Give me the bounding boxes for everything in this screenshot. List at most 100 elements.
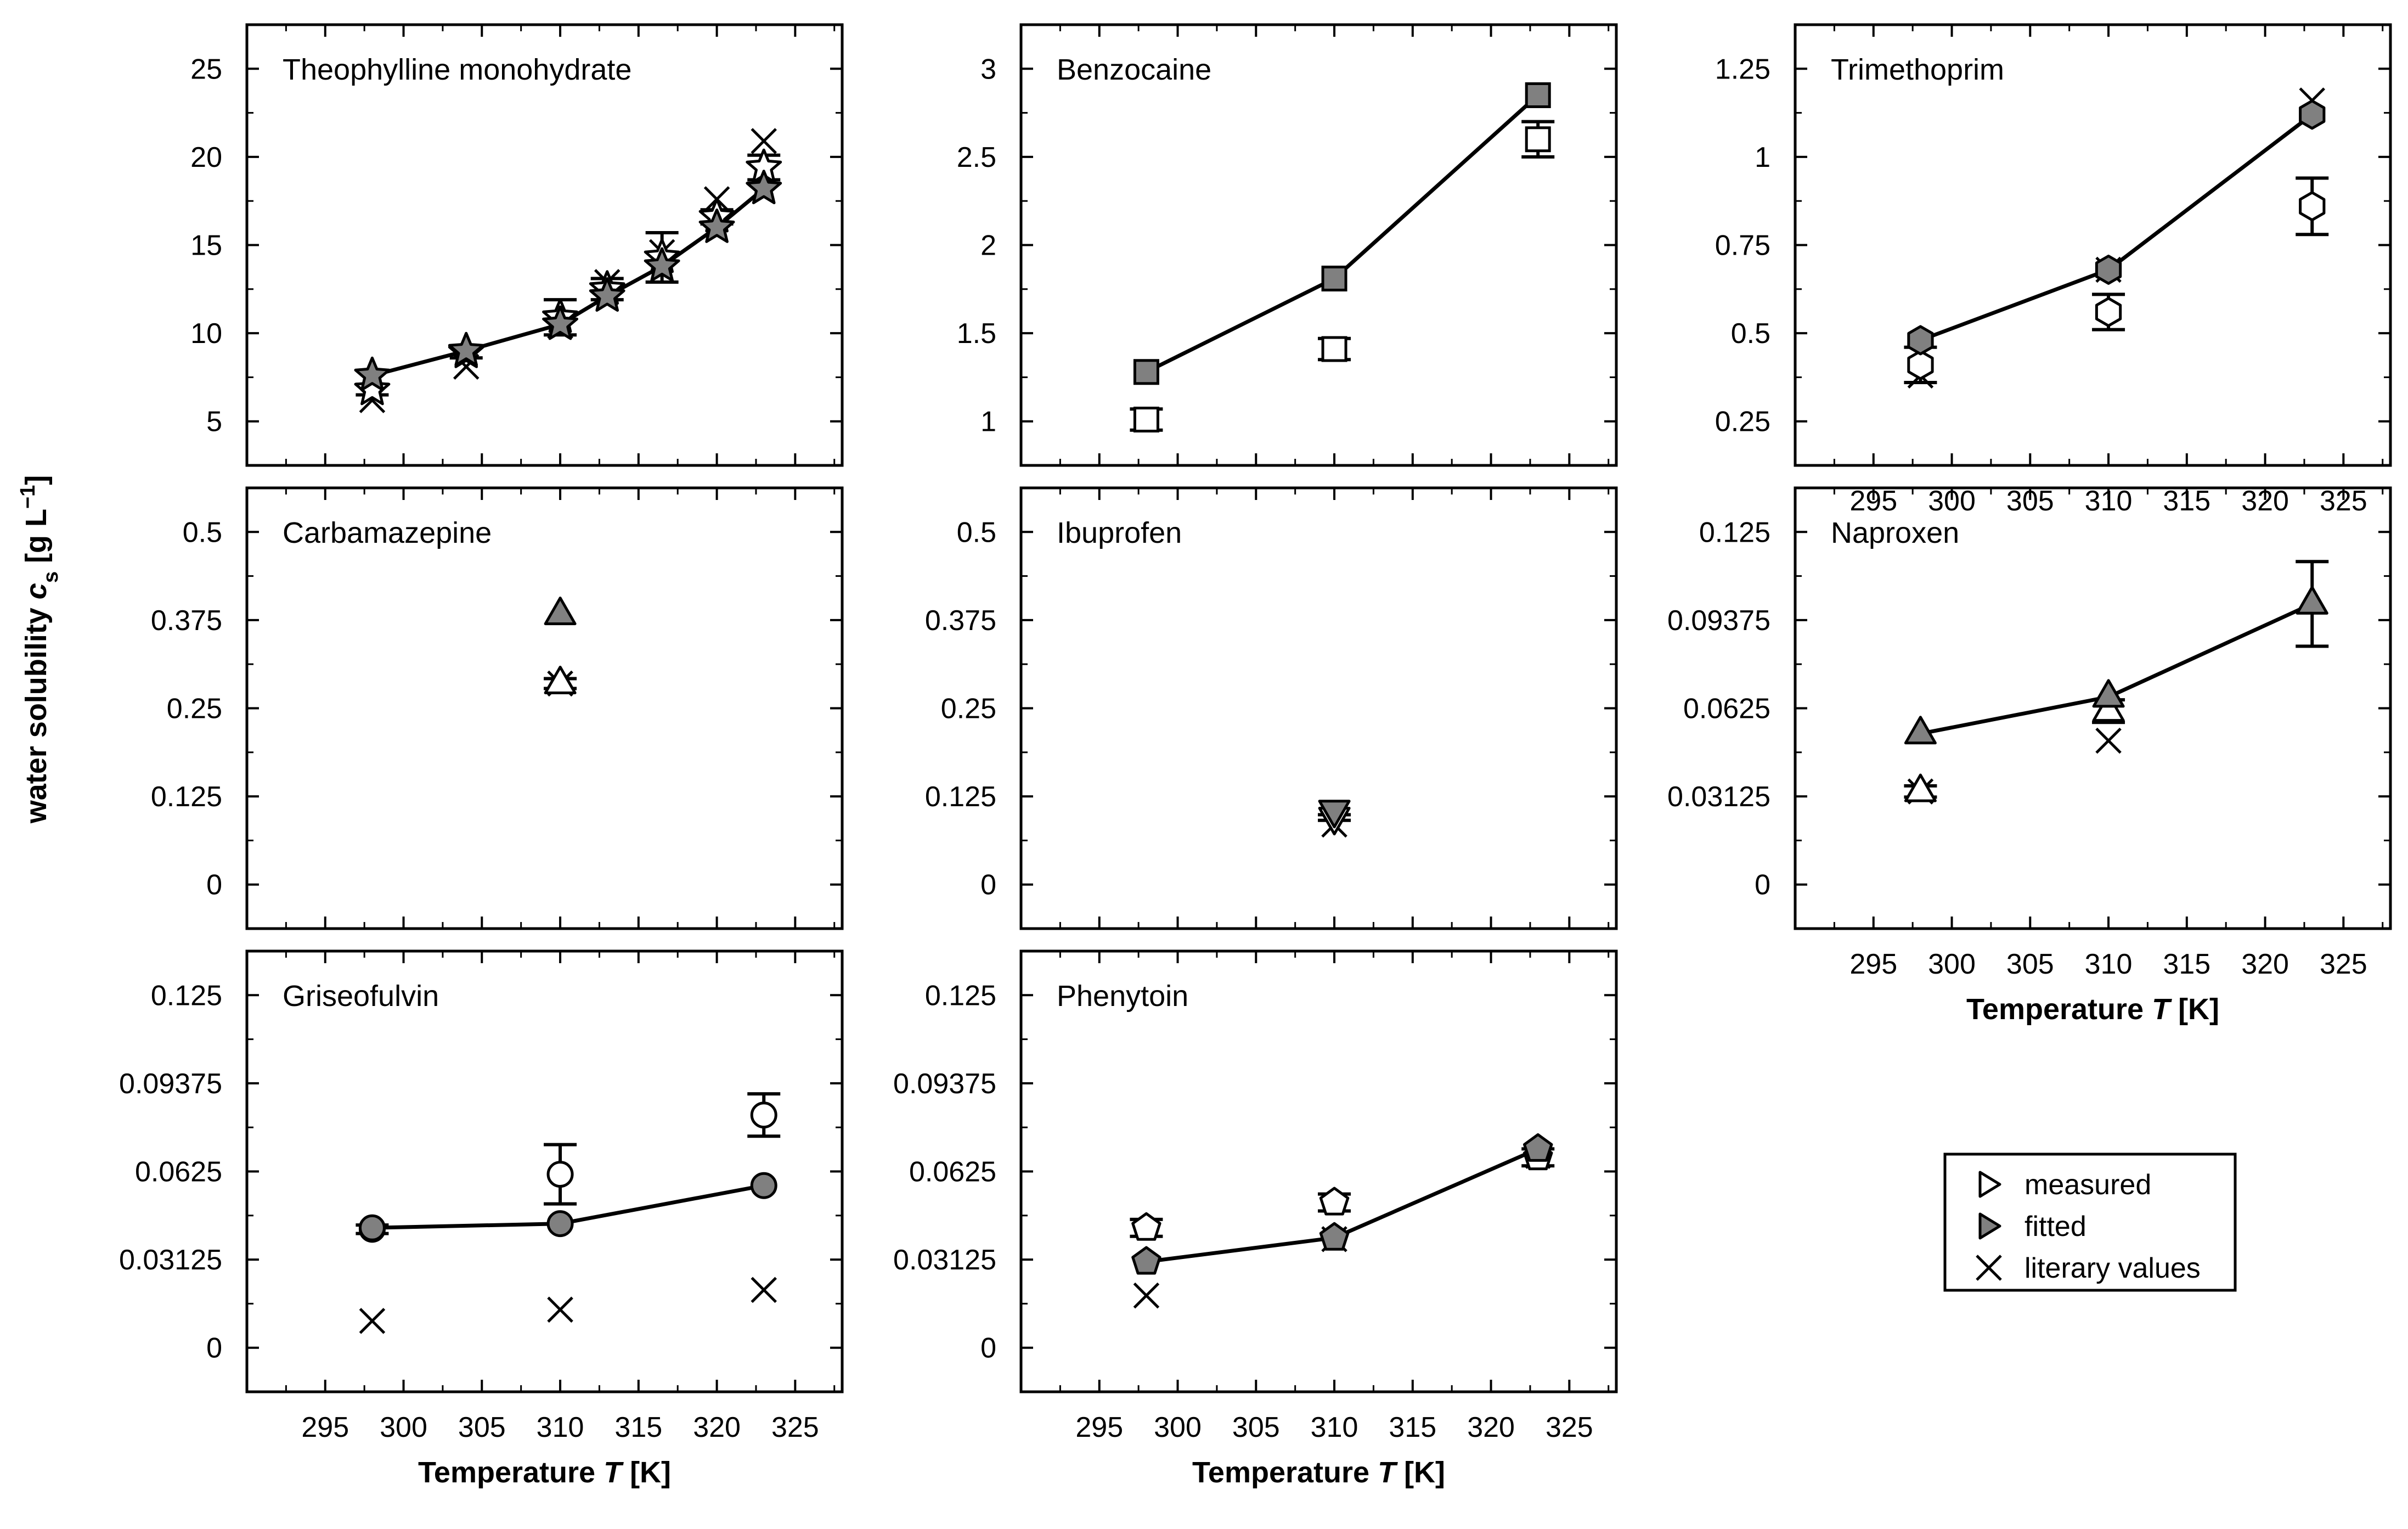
literature-point	[751, 1277, 777, 1303]
y-tick-label: 0.03125	[119, 1244, 222, 1276]
fitted-point	[448, 331, 484, 367]
y-tick-label: 3	[980, 53, 996, 85]
panel-ibuprofen: 0 0.125 0.25 0.375 0.5 Ibuprofen	[925, 486, 1618, 930]
panel-carbamazepine: 0 0.125 0.25 0.375 0.5 Carbamazepine	[151, 486, 844, 930]
y-tick-label: 0	[206, 1333, 222, 1364]
y-tick-label: 0	[980, 869, 996, 901]
y-tick-label: 2.5	[957, 142, 996, 173]
fitted-point	[358, 1214, 386, 1241]
y-tick-label: 0.5	[183, 516, 222, 548]
legend-literary-marker	[1976, 1255, 2002, 1281]
y-tick-label: 25	[190, 53, 222, 85]
measured-point	[1131, 1212, 1161, 1241]
fitted-point	[698, 208, 735, 243]
panel-phenytoin: 0 0.03125 0.0625 0.09375 0.125 295 300 305 310 31…	[893, 949, 1618, 1443]
legend: measured fitted literary values	[1943, 1153, 2237, 1292]
y-tick-label: 0.25	[167, 693, 222, 725]
y-tick-label: 0.5	[957, 516, 996, 548]
x-axis-label: Temperature T [K]	[418, 1456, 671, 1489]
legend-label: fitted	[2024, 1211, 2086, 1243]
literature-point	[2095, 727, 2122, 754]
y-tick-label: 0.125	[151, 980, 222, 1011]
fitted-point	[354, 356, 391, 391]
y-tick-label: 0.125	[925, 980, 996, 1011]
panel-title: Naproxen	[1831, 516, 1959, 549]
panel-title: Phenytoin	[1057, 980, 1188, 1013]
fitted-point	[544, 597, 577, 626]
fitted-line	[1145, 93, 1539, 374]
measured-point	[354, 370, 391, 406]
y-tick-label: 0.03125	[893, 1244, 996, 1276]
x-tick-label: 305	[458, 1412, 506, 1443]
y-tick-label: 0.125	[151, 781, 222, 813]
x-tick-label: 320	[693, 1412, 741, 1443]
fitted-point	[2092, 679, 2125, 708]
panel-title: Trimethoprim	[1831, 53, 2004, 86]
fitted-point	[546, 1210, 574, 1238]
fitted-point	[1321, 266, 1347, 292]
x-tick-label: 310	[1311, 1412, 1358, 1443]
x-axis-label: Temperature T [K]	[1966, 993, 2219, 1026]
panel-griseofulvin: 0 0.03125 0.0625 0.09375 0.125 295 300 305 310 31…	[119, 949, 844, 1443]
y-tick-label: 0.09375	[893, 1068, 996, 1100]
x-tick-label: 295	[301, 1412, 349, 1443]
fitted-point	[2299, 99, 2326, 130]
fitted-point	[1131, 1246, 1161, 1275]
x-tick-label: 315	[2163, 948, 2210, 980]
legend-item-literary: literary values	[1976, 1252, 2201, 1284]
y-tick-label: 1.5	[957, 318, 996, 350]
y-tick-label: 0.25	[1715, 406, 1770, 438]
y-tick-label: 0.09375	[1667, 605, 1770, 637]
measured-point	[750, 1101, 777, 1129]
x-axis-label: Temperature T [K]	[1192, 1456, 1445, 1489]
fitted-point	[1319, 1222, 1350, 1251]
x-tick-label: 305	[1232, 1412, 1280, 1443]
plot-frame	[1794, 486, 2392, 930]
plot-frame	[1019, 949, 1618, 1393]
x-tick-label: 325	[2320, 948, 2367, 980]
legend-fitted-marker	[1978, 1212, 2001, 1240]
y-tick-label: 0.09375	[119, 1068, 222, 1100]
y-tick-label: 0.03125	[1667, 781, 1770, 813]
y-tick-label: 2	[980, 230, 996, 262]
literature-point	[359, 1308, 386, 1334]
plot-frame	[245, 23, 844, 467]
measured-point	[2299, 191, 2326, 222]
panel-theophylline-monohydrate: 5 10 15 20 25 Theophylline monohydrate	[190, 23, 844, 467]
y-tick-label: 10	[190, 318, 222, 350]
fitted-point	[1318, 800, 1351, 829]
fitted-point	[644, 247, 680, 282]
fitted-point	[750, 1172, 777, 1199]
measured-point	[544, 666, 577, 694]
plot-frame	[245, 486, 844, 930]
plot-frame	[1019, 486, 1618, 930]
panel-title: Benzocaine	[1057, 53, 1211, 86]
x-tick-label: 325	[771, 1412, 819, 1443]
fitted-point	[1525, 82, 1551, 108]
x-tick-label: 315	[1389, 1412, 1436, 1443]
fitted-point	[1904, 716, 1937, 745]
y-tick-label: 0	[1755, 869, 1770, 901]
x-tick-label: 320	[1467, 1412, 1515, 1443]
y-tick-label: 0.5	[1731, 318, 1770, 350]
y-tick-label: 0.375	[925, 605, 996, 637]
y-tick-label: 0.0625	[1683, 693, 1770, 725]
x-tick-label: 295	[1849, 948, 1897, 980]
x-tick-label: 300	[380, 1412, 427, 1443]
measured-point	[1904, 773, 1937, 802]
measured-point	[1321, 336, 1347, 362]
y-tick-label: 0.125	[1699, 516, 1770, 548]
y-tick-label: 0	[206, 869, 222, 901]
y-tick-label: 0.25	[941, 693, 996, 725]
literature-point	[751, 128, 777, 154]
y-tick-label: 5	[206, 406, 222, 438]
measured-point	[546, 1161, 574, 1188]
y-axis-label: water solubility cs [g L−1]	[16, 475, 63, 824]
y-tick-label: 15	[190, 230, 222, 262]
y-tick-label: 1	[1755, 142, 1770, 173]
legend-item-measured: measured	[1978, 1169, 2151, 1201]
fitted-point	[1133, 359, 1159, 385]
y-tick-label: 0.75	[1715, 230, 1770, 262]
panel-benzocaine: 1 1.5 2 2.5 3 Benzocaine	[957, 23, 1618, 467]
